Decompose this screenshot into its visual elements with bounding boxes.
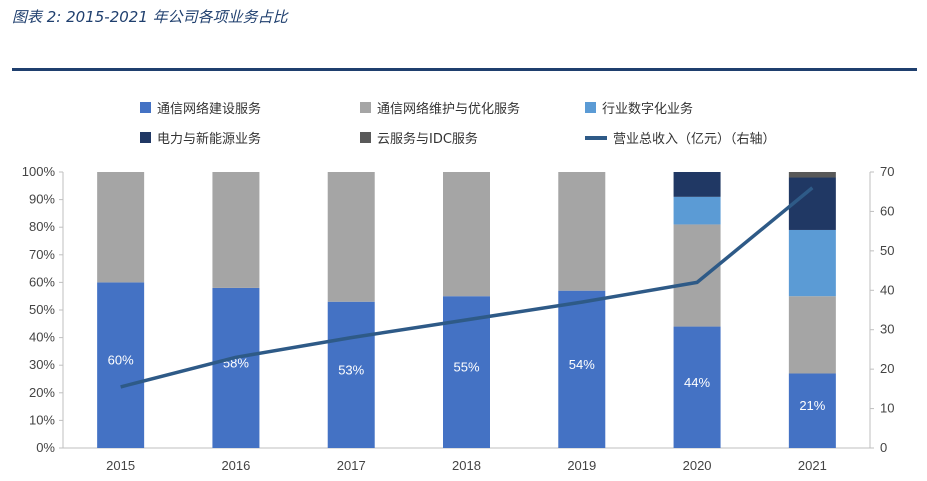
y-right-tick-label: 50 — [880, 243, 894, 258]
bar-segment — [673, 196, 721, 225]
y-left-tick-label: 100% — [22, 164, 56, 179]
revenue-line — [120, 186, 814, 389]
y-left-tick-label: 90% — [29, 192, 55, 207]
y-left-tick-label: 70% — [29, 247, 55, 262]
y-left-tick-label: 40% — [29, 330, 55, 345]
bar-data-label: 60% — [108, 353, 134, 368]
legend-item-series-2: 行业数字化业务 — [585, 98, 693, 117]
bar-segment — [673, 172, 721, 197]
bar-segment — [558, 290, 606, 448]
figure-title: 图表 2: 2015-2021 年公司各项业务占比 — [12, 8, 288, 26]
bar-data-label: 53% — [338, 362, 364, 377]
legend-swatch-line — [585, 135, 607, 140]
bar-segment — [327, 301, 375, 448]
y-right-tick-label: 20 — [880, 361, 894, 376]
legend-swatch-1 — [360, 102, 371, 113]
x-tick-label: 2020 — [683, 458, 712, 473]
legend-label-4: 云服务与IDC服务 — [377, 132, 478, 147]
bar-data-label: 44% — [684, 375, 710, 390]
bar-segment — [788, 373, 836, 448]
legend-item-series-0: 通信网络建设服务 — [140, 98, 261, 117]
y-left-tick-label: 50% — [29, 302, 55, 317]
bar-segment — [673, 326, 721, 448]
y-left-tick-label: 80% — [29, 219, 55, 234]
legend-item-series-1: 通信网络维护与优化服务 — [360, 98, 520, 117]
legend-label-3: 电力与新能源业务 — [157, 132, 262, 147]
y-left-tick-label: 30% — [29, 357, 55, 372]
x-tick-label: 2018 — [452, 458, 481, 473]
y-left-tick-label: 0% — [36, 440, 55, 455]
y-right-tick-label: 0 — [880, 440, 887, 455]
bar-segment — [327, 172, 375, 302]
legend-item-series-3: 电力与新能源业务 — [140, 128, 261, 147]
legend-item-series-4: 云服务与IDC服务 — [360, 128, 478, 147]
x-tick-label: 2017 — [337, 458, 366, 473]
y-right-tick-label: 40 — [880, 282, 894, 297]
legend-label-0: 通信网络建设服务 — [157, 102, 262, 117]
bar-segment — [788, 296, 836, 374]
x-tick-label: 2021 — [798, 458, 827, 473]
bar-segment — [673, 224, 721, 327]
legend-label-line: 营业总收入（亿元）（右轴） — [613, 132, 776, 147]
title-rule — [12, 68, 917, 71]
legend-label-1: 通信网络维护与优化服务 — [377, 102, 521, 117]
bar-data-label: 55% — [453, 360, 479, 375]
legend-swatch-4 — [360, 132, 371, 143]
y-right-tick-label: 70 — [880, 164, 894, 179]
y-left-tick-label: 60% — [29, 274, 55, 289]
y-left-tick-label: 20% — [29, 385, 55, 400]
x-tick-label: 2019 — [567, 458, 596, 473]
bar-segment — [97, 172, 145, 283]
bar-segment — [788, 172, 836, 178]
legend-item-line: 营业总收入（亿元）（右轴） — [585, 128, 776, 147]
bar-segment — [788, 177, 836, 230]
y-right-tick-label: 30 — [880, 322, 894, 337]
bar-segment — [558, 172, 606, 291]
bar-segment — [212, 287, 260, 448]
bar-data-label: 21% — [799, 398, 825, 413]
legend-label-2: 行业数字化业务 — [602, 102, 694, 117]
bar-segment — [212, 172, 260, 288]
y-right-tick-label: 60 — [880, 203, 894, 218]
y-left-tick-label: 10% — [29, 412, 55, 427]
x-tick-label: 2016 — [221, 458, 250, 473]
legend-swatch-3 — [140, 132, 151, 143]
legend-swatch-0 — [140, 102, 151, 113]
y-right-tick-label: 10 — [880, 401, 894, 416]
bar-segment — [443, 172, 490, 297]
legend-swatch-2 — [585, 102, 596, 113]
bar-segment — [788, 229, 836, 297]
bar-data-label: 54% — [569, 357, 595, 372]
x-tick-label: 2015 — [106, 458, 135, 473]
bar-segment — [97, 282, 145, 448]
